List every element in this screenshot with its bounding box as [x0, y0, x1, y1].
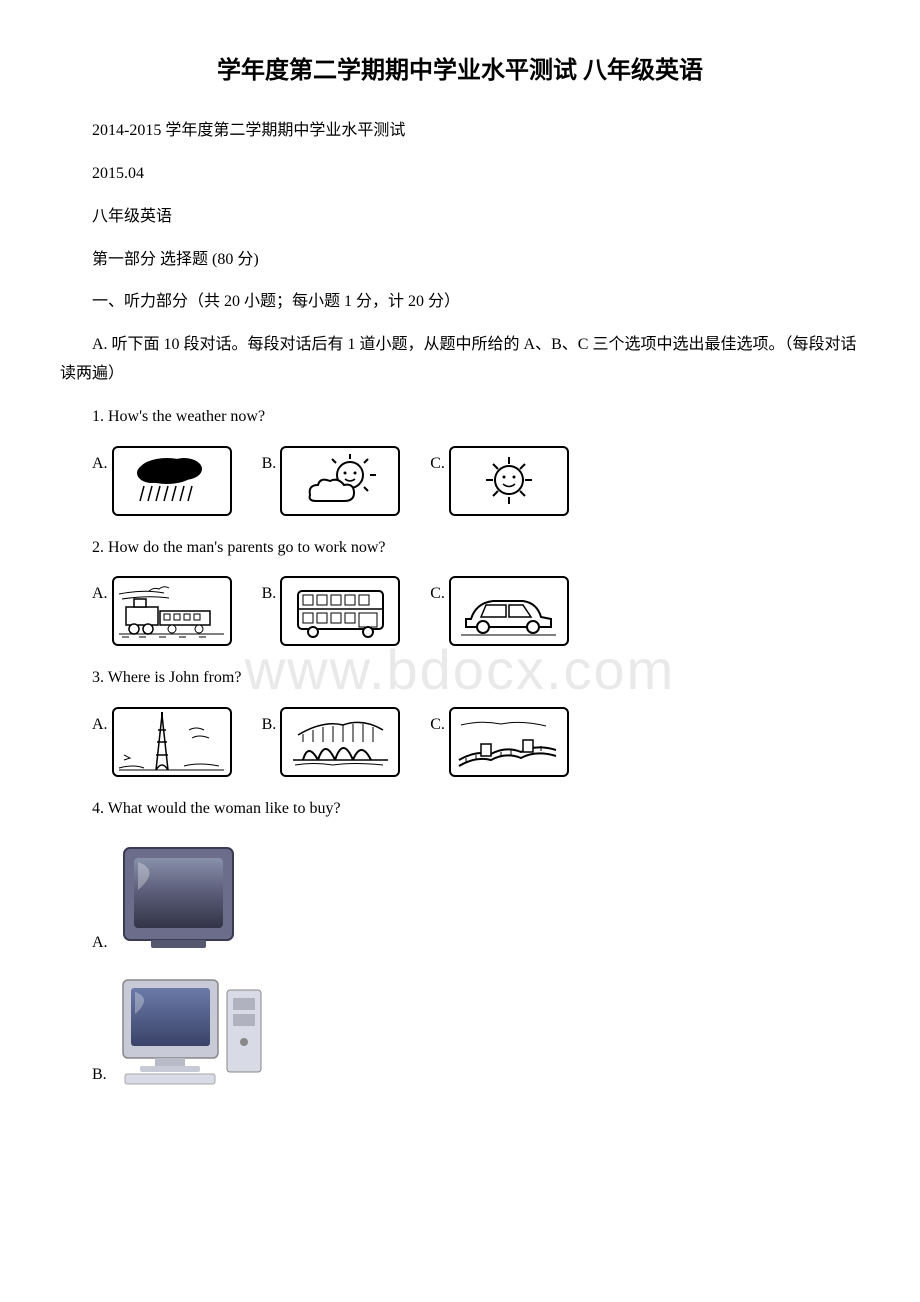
part-1-listening-header: 一、听力部分（共 20 小题；每小题 1 分，计 20 分）: [60, 288, 860, 317]
train-icon: [112, 576, 232, 646]
bus-icon: [280, 576, 400, 646]
option-label-a: A.: [92, 580, 108, 609]
option-label-b: B.: [262, 580, 277, 609]
q3-option-a: A.: [92, 707, 232, 777]
sun-behind-cloud-icon: [280, 446, 400, 516]
question-3-options: A. B.: [92, 707, 860, 777]
option-label-c: C.: [430, 450, 445, 479]
q2-option-a: A.: [92, 576, 232, 646]
q4-option-a: A.: [92, 838, 860, 958]
q2-option-b: B.: [262, 576, 401, 646]
subtitle-line-1: 2014-2015 学年度第二学期期中学业水平测试: [60, 117, 860, 146]
grade-subject: 八年级英语: [60, 203, 860, 232]
question-4-text: 4. What would the woman like to buy?: [60, 795, 860, 824]
rain-cloud-icon: [112, 446, 232, 516]
question-1-text: 1. How's the weather now?: [60, 403, 860, 432]
question-1-options: A. B.: [92, 446, 860, 516]
option-label-c: C.: [430, 711, 445, 740]
sydney-opera-icon: [280, 707, 400, 777]
question-2-options: A.: [92, 576, 860, 646]
car-icon: [449, 576, 569, 646]
option-label-c: C.: [430, 580, 445, 609]
option-label-b: B.: [262, 450, 277, 479]
option-label-a: A.: [92, 929, 108, 958]
question-3-text: 3. Where is John from?: [60, 664, 860, 693]
instructions-text: A. 听下面 10 段对话。每段对话后有 1 道小题，从题中所给的 A、B、C …: [60, 331, 860, 389]
question-4-options: A. B.: [92, 838, 860, 1090]
great-wall-icon: [449, 707, 569, 777]
q3-option-b: B.: [262, 707, 401, 777]
question-2-text: 2. How do the man's parents go to work n…: [60, 534, 860, 563]
sunny-icon: [449, 446, 569, 516]
option-label-a: A.: [92, 711, 108, 740]
q1-option-b: B.: [262, 446, 401, 516]
option-label-b: B.: [262, 711, 277, 740]
option-label-a: A.: [92, 450, 108, 479]
television-icon: [114, 838, 244, 958]
section-1-header: 第一部分 选择题 (80 分): [60, 246, 860, 275]
eiffel-tower-icon: [112, 707, 232, 777]
q1-option-c: C.: [430, 446, 569, 516]
document-title: 学年度第二学期期中学业水平测试 八年级英语: [60, 50, 860, 93]
q1-option-a: A.: [92, 446, 232, 516]
date-line: 2015.04: [60, 160, 860, 189]
q3-option-c: C.: [430, 707, 569, 777]
computer-icon: [113, 970, 273, 1090]
q2-option-c: C.: [430, 576, 569, 646]
q4-option-b: B.: [92, 970, 860, 1090]
option-label-b: B.: [92, 1061, 107, 1090]
